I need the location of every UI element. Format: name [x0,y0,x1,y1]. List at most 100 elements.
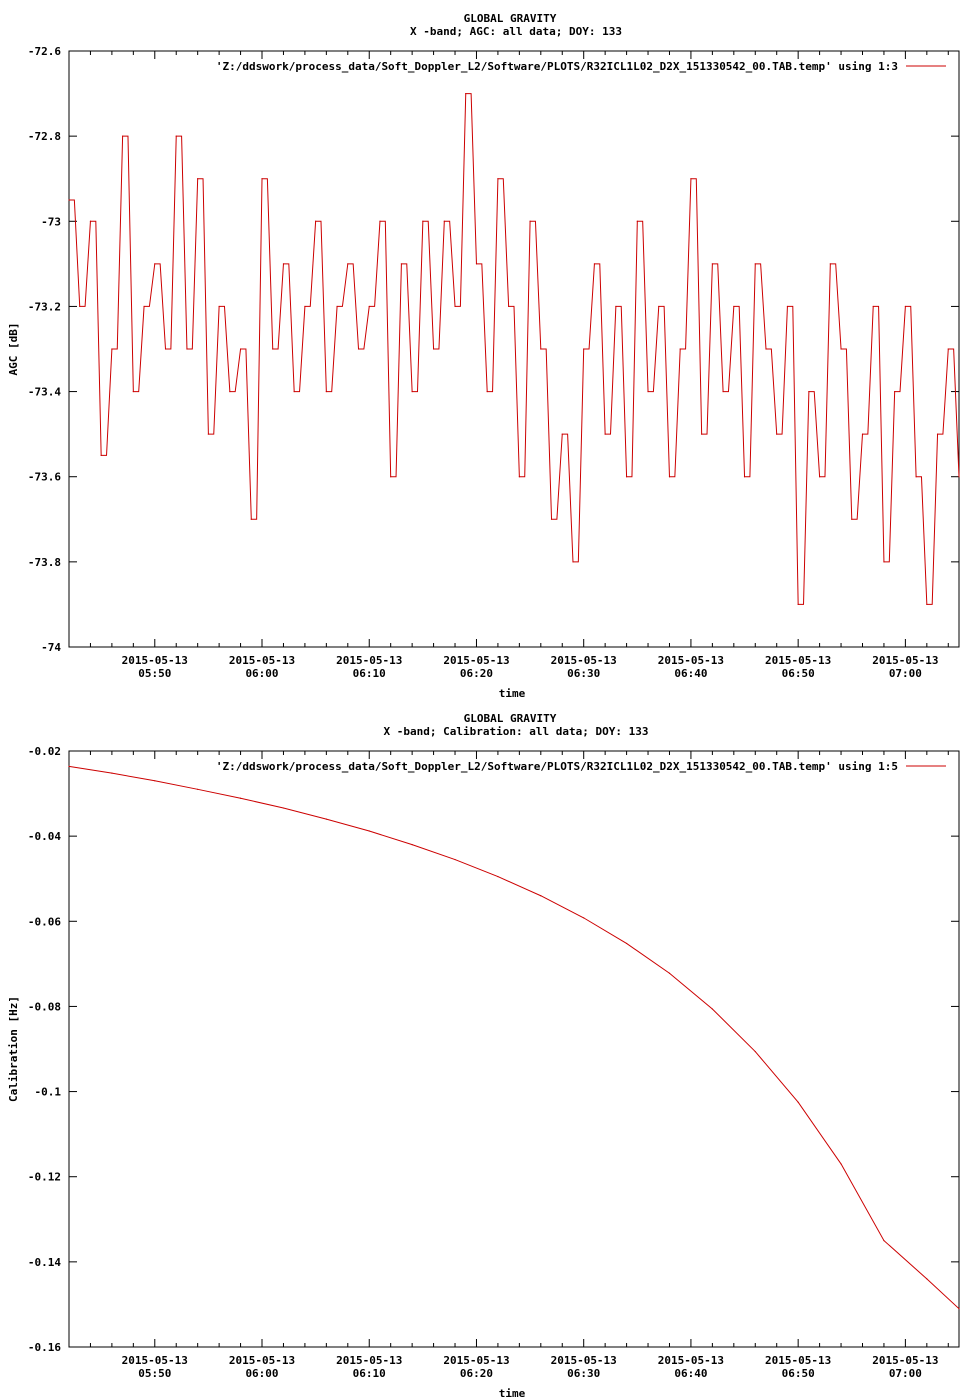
data-point [711,1008,713,1010]
legend-label: 'Z:/ddswork/process_data/Soft_Doppler_L2… [216,760,898,773]
data-point [540,348,542,350]
data-point [797,603,799,606]
data-point [368,830,370,832]
data-point [711,263,713,265]
y-tick-label: -72.8 [28,130,61,143]
data-point [819,476,821,478]
y-tick-label: -0.14 [28,1256,61,1269]
x-tick-time: 06:10 [353,1367,386,1380]
x-tick-date: 2015-05-13 [336,654,402,667]
data-point [218,305,220,308]
data-point [733,305,735,308]
x-tick-time: 06:50 [782,1367,815,1380]
x-axis-label: time [499,1387,526,1400]
data-series-line [69,93,960,605]
data-point [840,1163,842,1165]
data-point [518,476,520,478]
data-point [400,263,403,265]
data-point [111,772,113,774]
y-tick-label: -0.12 [28,1171,61,1184]
data-point [679,348,681,350]
data-point [315,220,317,222]
x-tick-time: 06:10 [353,667,386,680]
data-point [229,390,231,393]
data-point [861,433,864,435]
data-point [604,433,606,435]
x-tick-time: 07:00 [889,667,922,680]
data-point [690,178,692,180]
data-point [411,390,413,393]
y-tick-label: -73.6 [28,471,61,484]
data-point [786,305,789,308]
data-point [379,220,381,222]
data-point [68,765,70,767]
data-point [239,348,242,350]
x-tick-date: 2015-05-13 [229,654,295,667]
data-point [851,518,853,520]
data-point [411,844,413,846]
x-tick-time: 06:30 [567,1367,600,1380]
data-point [572,561,574,563]
x-tick-date: 2015-05-13 [229,1354,295,1367]
data-point [486,390,488,393]
data-point [304,305,306,308]
data-point [111,348,113,350]
y-tick-label: -0.06 [28,915,61,928]
data-point [207,433,209,435]
data-point [958,1308,960,1310]
data-point [583,348,585,350]
chart-title: GLOBAL GRAVITY [464,712,557,725]
data-point [239,797,242,799]
y-tick-label: -0.04 [28,830,61,843]
data-point [529,220,531,222]
data-point [583,917,585,919]
data-point [765,348,767,350]
x-tick-date: 2015-05-13 [443,654,509,667]
data-point [808,390,810,393]
data-point [272,348,274,350]
y-tick-label: -73.4 [28,386,61,399]
x-tick-date: 2015-05-13 [872,1354,938,1367]
y-tick-label: -72.6 [28,45,61,58]
data-point [164,348,167,350]
chart-title: GLOBAL GRAVITY [464,12,557,25]
data-point [797,1101,799,1103]
data-point [829,263,831,265]
data-point [936,433,939,435]
data-point [754,1050,756,1053]
data-series-line [68,765,960,1310]
data-point [840,348,842,350]
data-point [282,263,285,265]
x-tick-time: 06:00 [245,667,278,680]
y-tick-label: -73.8 [28,556,61,569]
x-tick-time: 06:50 [782,667,815,680]
data-point [143,305,145,308]
x-tick-date: 2015-05-13 [765,654,831,667]
data-point [175,135,177,137]
x-tick-date: 2015-05-13 [658,1354,724,1367]
data-point [79,305,81,308]
data-point [883,1239,885,1242]
data-point [872,305,874,308]
data-point [647,390,649,393]
data-point [357,348,360,350]
plot-frame [68,50,960,648]
x-tick-time: 06:20 [460,1367,493,1380]
data-point [754,263,756,265]
y-axis-label: AGC [dB] [7,323,20,376]
data-point [186,348,188,350]
y-tick-label: -0.1 [35,1086,62,1099]
data-point [497,875,499,878]
data-point [282,807,285,809]
x-tick-time: 05:50 [138,667,171,680]
data-point [325,390,327,393]
chart-subtitle: X -band; AGC: all data; DOY: 133 [410,25,622,38]
data-point [100,454,102,457]
data-point [636,220,638,222]
data-point [776,433,778,435]
data-point [390,476,392,478]
x-tick-time: 06:00 [245,1367,278,1380]
data-point [197,178,199,180]
data-point [497,178,499,180]
